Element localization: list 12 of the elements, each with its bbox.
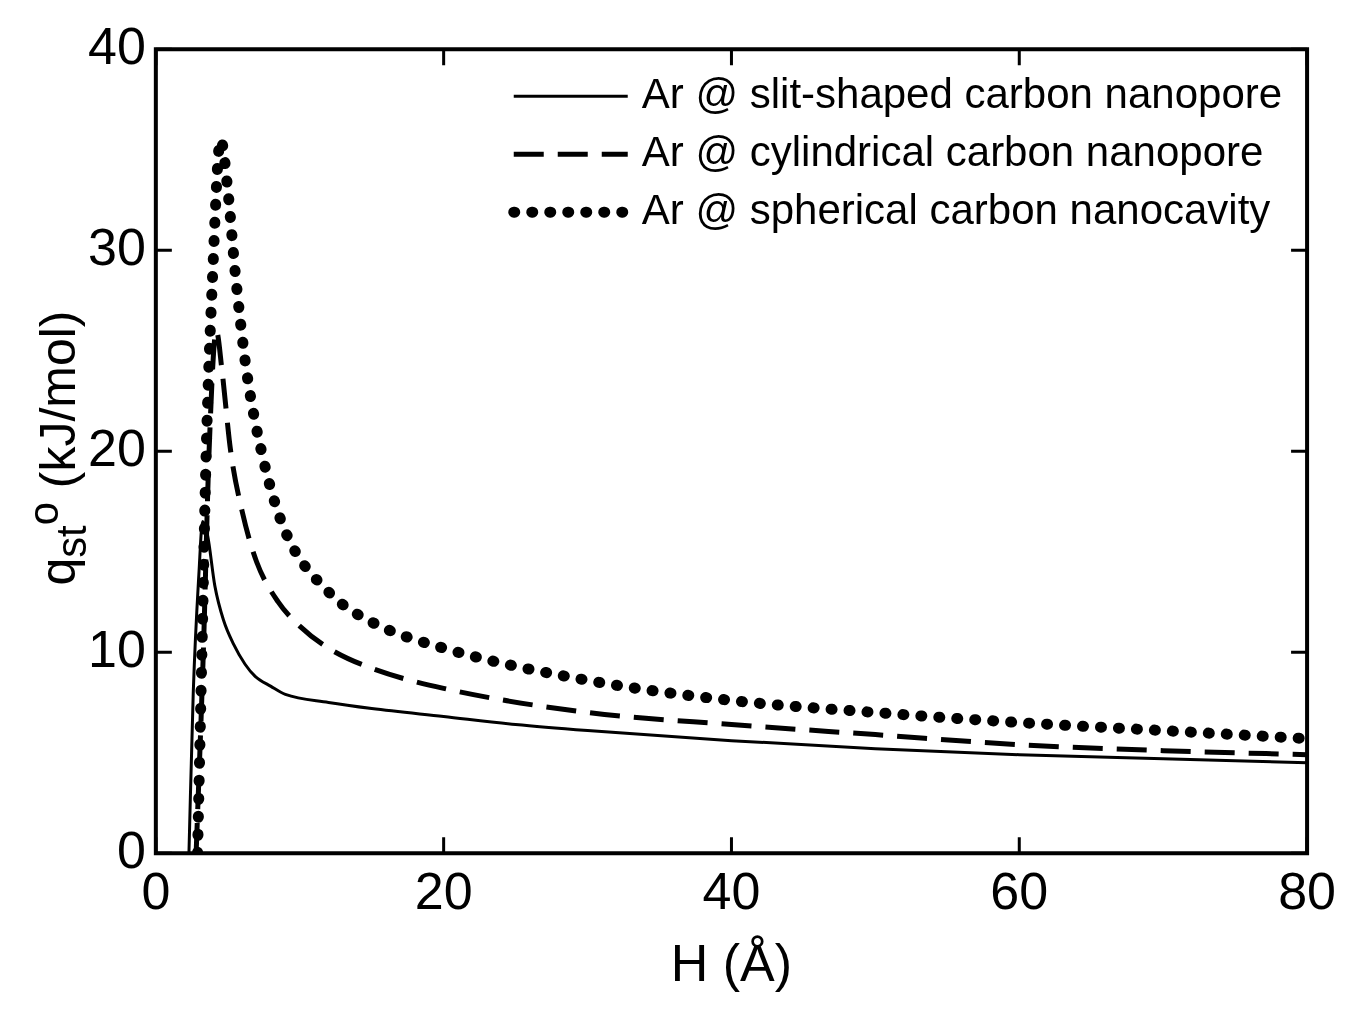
x-tick-label: 20: [414, 861, 473, 920]
legend-label: Ar @ slit-shaped carbon nanopore: [641, 69, 1283, 117]
legend-label: Ar @ spherical carbon nanocavity: [641, 185, 1271, 233]
x-tick-label: 60: [990, 861, 1049, 920]
legend-label: Ar @ cylindrical carbon nanopore: [641, 127, 1264, 175]
x-tick-label: 80: [1278, 861, 1336, 920]
y-tick-label: 30: [88, 217, 146, 276]
y-tick-label: 40: [88, 16, 146, 75]
y-tick-label: 10: [88, 619, 146, 678]
x-axis-title: H (Å): [670, 934, 793, 993]
y-tick-label: 0: [116, 820, 146, 879]
x-tick-label: 40: [702, 861, 761, 920]
